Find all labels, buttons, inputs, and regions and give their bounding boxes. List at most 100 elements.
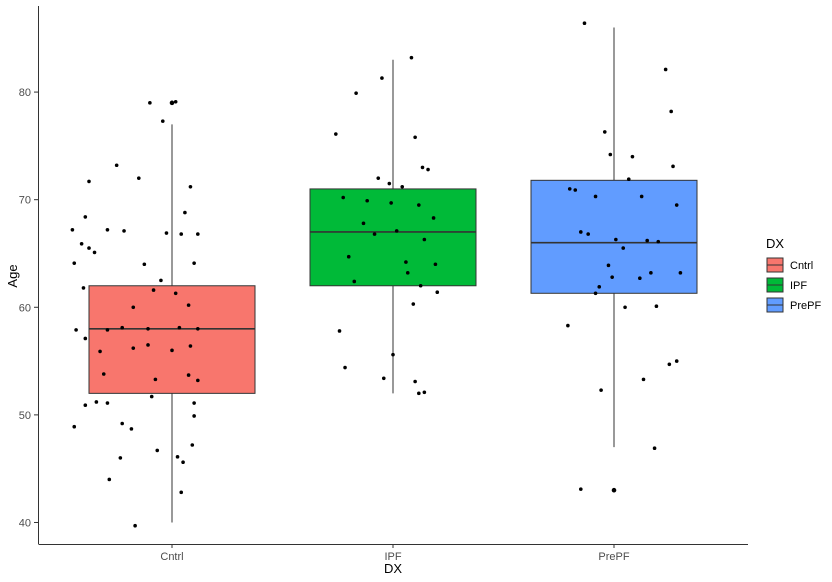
data-point (426, 167, 430, 172)
data-point (83, 215, 88, 219)
data-point (105, 401, 110, 405)
data-point (599, 388, 603, 392)
data-point (649, 271, 653, 275)
data-point (582, 21, 587, 26)
data-point (153, 377, 158, 382)
data-point (151, 288, 156, 292)
data-point (567, 187, 572, 191)
data-point (671, 164, 675, 169)
data-point (678, 271, 683, 275)
data-point (669, 109, 673, 114)
data-point (142, 262, 147, 267)
data-point (422, 390, 427, 395)
data-point (146, 343, 150, 347)
data-point (122, 229, 126, 233)
data-point (192, 261, 196, 265)
data-point (667, 362, 672, 367)
data-point (674, 359, 679, 363)
data-point (120, 421, 124, 426)
data-point (641, 377, 646, 382)
data-point (181, 460, 185, 465)
data-point (433, 262, 438, 267)
data-point (186, 303, 191, 307)
data-point (610, 275, 614, 279)
data-point (579, 230, 583, 234)
data-point (196, 232, 200, 236)
box-iqr (88, 285, 256, 394)
data-point (608, 152, 613, 157)
data-point (380, 76, 384, 80)
x-axis-title: DX (384, 561, 402, 576)
data-point (83, 403, 88, 407)
data-point (188, 184, 193, 189)
data-point (391, 352, 395, 357)
data-point (422, 237, 427, 242)
data-point (133, 523, 137, 528)
legend-label: PrePF (790, 300, 821, 312)
x-ticks: Cntrl IPF PrePF (160, 544, 630, 563)
data-point (170, 348, 174, 353)
box-ipf (309, 59, 477, 394)
data-point (656, 239, 661, 244)
data-point (435, 290, 440, 295)
data-point (131, 346, 136, 350)
data-point (387, 181, 392, 186)
data-point (638, 276, 642, 281)
data-point (389, 201, 393, 205)
box-cntrl (88, 100, 256, 523)
data-point (361, 221, 366, 226)
boxes-layer (88, 27, 698, 523)
data-point (146, 327, 150, 331)
box-iqr (309, 188, 477, 287)
data-point (614, 237, 618, 242)
data-point (417, 391, 421, 396)
box-prepf (530, 27, 698, 493)
data-point (566, 323, 570, 328)
data-point (101, 372, 106, 376)
data-point (192, 401, 196, 405)
data-point (107, 477, 112, 482)
data-point (137, 176, 141, 180)
jitter-points-layer (70, 21, 683, 528)
data-point (83, 336, 88, 341)
y-ticks: 40 50 60 70 80 (19, 87, 38, 529)
legend-entry-prepf: PrePF (766, 297, 821, 313)
data-point (597, 285, 602, 289)
data-point (79, 241, 84, 246)
data-point (179, 490, 184, 495)
data-point (87, 246, 91, 250)
y-tick-label: 40 (19, 517, 31, 529)
data-point (94, 400, 99, 404)
data-point (334, 132, 338, 136)
data-point (105, 328, 110, 332)
y-tick-label: 50 (19, 410, 31, 422)
y-axis-title: Age (5, 264, 20, 287)
data-point (343, 365, 347, 370)
x-tick-label: Cntrl (160, 551, 183, 563)
data-point (621, 246, 626, 250)
data-point (352, 279, 357, 284)
data-point (394, 229, 399, 233)
data-point (420, 165, 425, 170)
data-point (630, 154, 635, 159)
data-point (404, 260, 408, 264)
data-point (623, 305, 627, 310)
data-point (431, 216, 436, 220)
data-point (674, 203, 679, 207)
legend-entry-cntrl: Cntrl (766, 257, 813, 273)
data-point (413, 135, 417, 140)
outlier-point (611, 487, 617, 493)
data-point (81, 286, 86, 290)
data-point (118, 456, 123, 460)
data-point (196, 327, 200, 331)
legend: DX Cntrl IPF PrePF (766, 236, 821, 313)
data-point (196, 378, 200, 383)
data-point (602, 130, 607, 134)
legend-entries: Cntrl IPF PrePF (766, 257, 821, 313)
data-point (409, 55, 414, 60)
box-iqr (530, 179, 698, 294)
data-point (74, 328, 78, 332)
data-point (606, 263, 611, 268)
data-point (114, 163, 119, 168)
